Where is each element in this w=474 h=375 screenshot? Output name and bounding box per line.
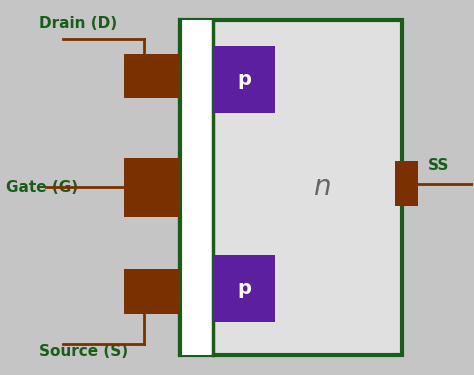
Bar: [124, 158, 181, 217]
Text: p: p: [237, 279, 251, 297]
Text: n: n: [313, 174, 331, 201]
Bar: [124, 54, 181, 98]
Text: Gate (G): Gate (G): [6, 180, 78, 195]
Bar: [213, 46, 275, 113]
Bar: [124, 269, 181, 314]
Text: Drain (D): Drain (D): [39, 16, 117, 31]
Bar: [213, 255, 275, 321]
Text: p: p: [237, 70, 251, 89]
Text: Source (S): Source (S): [39, 344, 128, 359]
Bar: [181, 20, 402, 355]
Bar: [181, 20, 213, 355]
Bar: [395, 162, 419, 206]
Text: SS: SS: [428, 158, 449, 172]
